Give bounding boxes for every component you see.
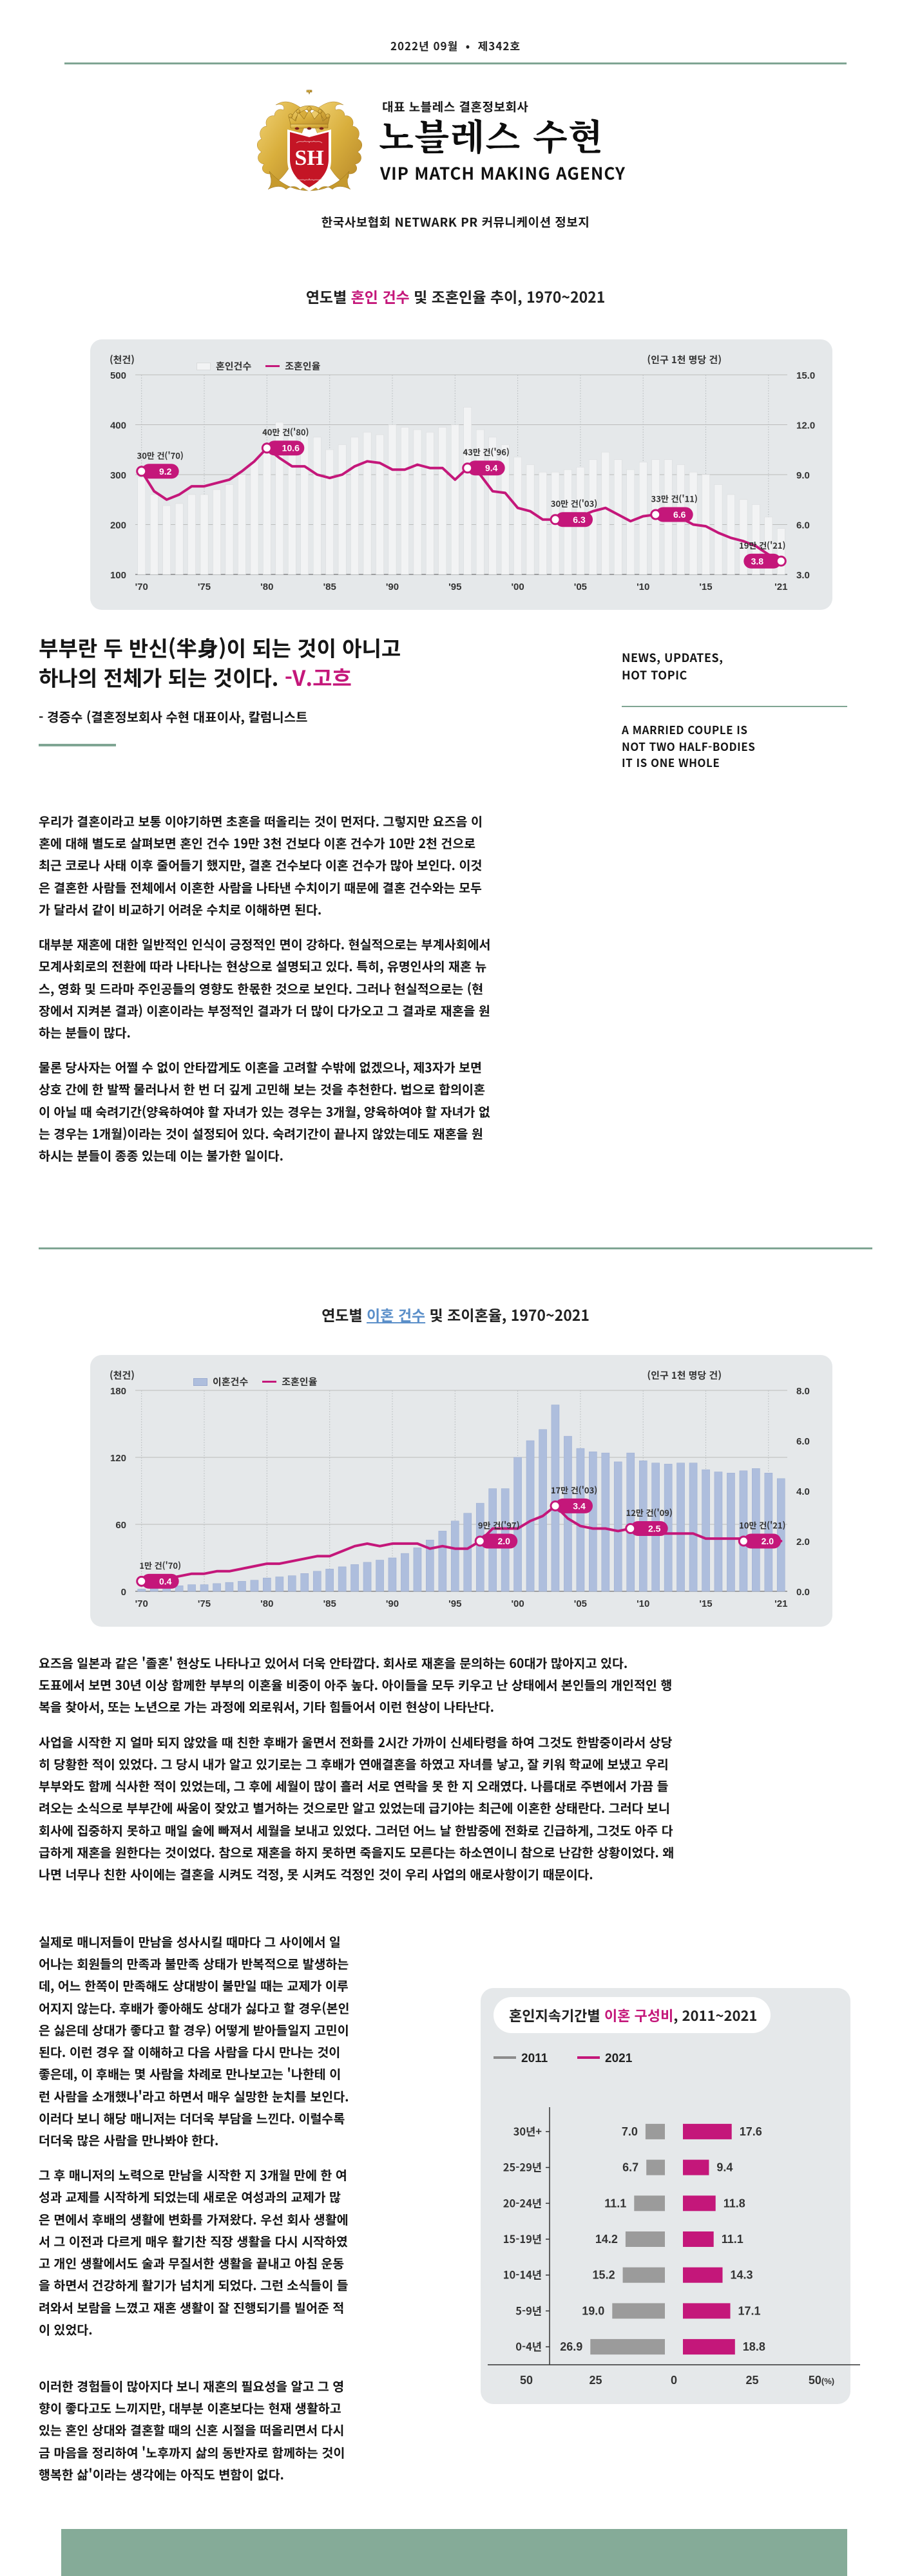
svg-text:'75: '75 [198,582,211,592]
svg-text:3.8: 3.8 [751,556,764,566]
svg-text:10만 건('21): 10만 건('21) [739,1519,785,1531]
svg-text:'00: '00 [511,1598,524,1609]
svg-text:6.7: 6.7 [622,2161,638,2174]
svg-text:12.0: 12.0 [796,421,815,431]
svg-text:'95: '95 [448,1598,461,1609]
svg-text:9.0: 9.0 [796,470,810,481]
svg-text:6.0: 6.0 [796,1436,810,1447]
svg-text:'70: '70 [135,582,148,592]
svg-text:2011: 2011 [521,2052,548,2065]
svg-text:15.0: 15.0 [796,370,815,381]
svg-text:9.2: 9.2 [159,466,172,477]
svg-text:9.4: 9.4 [485,463,498,473]
svg-text:0.4: 0.4 [159,1576,172,1586]
svg-text:400: 400 [110,421,126,431]
svg-text:2.5: 2.5 [648,1524,661,1534]
svg-text:2.0: 2.0 [497,1536,510,1546]
svg-text:'95: '95 [448,582,461,592]
svg-text:12만 건('09): 12만 건('09) [626,1506,673,1519]
svg-text:11.1: 11.1 [604,2197,626,2210]
svg-text:30년+: 30년+ [513,2123,542,2139]
svg-text:0: 0 [121,1587,126,1598]
svg-text:11.1: 11.1 [722,2233,743,2246]
svg-text:17만 건('03): 17만 건('03) [551,1484,597,1496]
svg-text:14.2: 14.2 [595,2233,618,2246]
svg-text:7.0: 7.0 [622,2125,638,2138]
svg-text:'90: '90 [386,1598,399,1609]
svg-text:6.6: 6.6 [673,509,686,520]
svg-text:19만 건('21): 19만 건('21) [739,539,785,551]
svg-text:'80: '80 [260,582,273,592]
svg-text:17.6: 17.6 [740,2125,762,2138]
svg-text:120: 120 [110,1453,126,1464]
svg-text:40만 건('80): 40만 건('80) [262,426,309,438]
svg-text:0.0: 0.0 [796,1587,810,1598]
svg-text:30만 건('03): 30만 건('03) [551,497,597,509]
svg-text:30만 건('70): 30만 건('70) [137,449,184,461]
svg-text:180: 180 [110,1386,126,1397]
svg-text:'80: '80 [260,1598,273,1609]
svg-text:2021: 2021 [605,2052,633,2065]
svg-text:10.6: 10.6 [282,443,300,453]
svg-text:2.0: 2.0 [796,1537,810,1548]
svg-text:20-24년: 20-24년 [503,2195,542,2210]
svg-text:'15: '15 [699,1598,712,1609]
svg-text:200: 200 [110,520,126,531]
svg-text:9.4: 9.4 [716,2161,733,2174]
svg-text:0: 0 [671,2374,677,2387]
svg-text:18.8: 18.8 [743,2340,765,2353]
svg-text:15-19년: 15-19년 [503,2231,542,2246]
svg-text:50: 50 [520,2374,533,2387]
svg-text:'21: '21 [774,582,787,592]
svg-text:'90: '90 [386,582,399,592]
svg-text:'05: '05 [574,582,587,592]
svg-text:6.3: 6.3 [573,515,586,525]
svg-text:3.4: 3.4 [573,1501,586,1511]
svg-text:17.1: 17.1 [738,2304,761,2317]
svg-text:60: 60 [115,1520,126,1531]
svg-text:3.0: 3.0 [796,570,810,581]
svg-text:25: 25 [745,2374,758,2387]
svg-text:15.2: 15.2 [593,2269,615,2282]
svg-text:9만 건('97): 9만 건('97) [478,1519,520,1531]
svg-text:2.0: 2.0 [762,1536,774,1546]
svg-text:25-29년: 25-29년 [503,2159,542,2175]
svg-text:'85: '85 [323,1598,336,1609]
svg-text:'75: '75 [198,1598,211,1609]
svg-text:14.3: 14.3 [731,2269,753,2282]
svg-text:0-4년: 0-4년 [515,2338,542,2354]
svg-text:6.0: 6.0 [796,520,810,531]
svg-text:50(%): 50(%) [809,2374,834,2387]
svg-text:300: 300 [110,470,126,481]
svg-text:26.9: 26.9 [560,2340,582,2353]
svg-text:100: 100 [110,570,126,581]
svg-text:SH: SH [294,146,323,170]
svg-text:10-14년: 10-14년 [503,2267,542,2282]
svg-text:'05: '05 [574,1598,587,1609]
svg-text:11.8: 11.8 [724,2197,745,2210]
svg-text:5-9년: 5-9년 [515,2302,542,2318]
svg-text:1만 건('70): 1만 건('70) [139,1559,181,1571]
svg-text:19.0: 19.0 [582,2304,604,2317]
svg-text:'85: '85 [323,582,336,592]
svg-text:'10: '10 [637,582,649,592]
svg-text:'21: '21 [774,1598,787,1609]
svg-text:4.0: 4.0 [796,1486,810,1497]
svg-text:25: 25 [589,2374,602,2387]
svg-text:'15: '15 [699,582,712,592]
svg-text:'10: '10 [637,1598,649,1609]
svg-text:500: 500 [110,370,126,381]
svg-text:'00: '00 [511,582,524,592]
svg-text:8.0: 8.0 [796,1386,810,1397]
svg-text:43만 건('96): 43만 건('96) [463,446,510,458]
svg-text:혼인지속기간별 이혼 구성비, 2011~2021: 혼인지속기간별 이혼 구성비, 2011~2021 [509,2005,757,2025]
svg-text:'70: '70 [135,1598,148,1609]
svg-text:33만 건('11): 33만 건('11) [651,493,698,505]
